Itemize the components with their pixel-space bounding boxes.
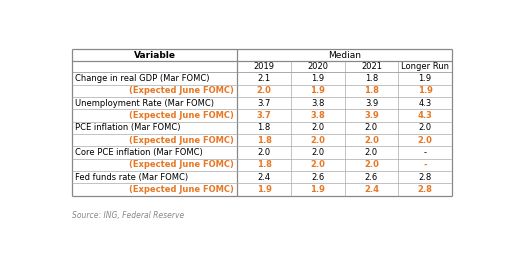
Text: 1.8: 1.8 [257,136,271,145]
Text: 3.7: 3.7 [257,111,271,120]
Text: 2.0: 2.0 [365,123,378,132]
Text: 2.6: 2.6 [311,173,324,182]
Text: Change in real GDP (Mar FOMC): Change in real GDP (Mar FOMC) [75,74,210,83]
Text: (Expected June FOMC): (Expected June FOMC) [129,160,234,170]
Text: -: - [423,160,427,170]
Text: 2.8: 2.8 [419,173,432,182]
Text: 2.0: 2.0 [258,148,271,157]
Text: 3.7: 3.7 [258,99,271,108]
Text: (Expected June FOMC): (Expected June FOMC) [129,136,234,145]
Text: 2.0: 2.0 [311,148,324,157]
Text: 1.9: 1.9 [310,185,325,194]
Text: (Expected June FOMC): (Expected June FOMC) [129,185,234,194]
Text: 3.8: 3.8 [311,99,324,108]
Text: 3.9: 3.9 [365,99,378,108]
Text: 3.9: 3.9 [364,111,379,120]
Text: 2.0: 2.0 [364,136,379,145]
Text: 1.9: 1.9 [417,86,433,95]
Text: 2020: 2020 [307,62,328,71]
Text: 2.0: 2.0 [311,123,324,132]
Text: 2.4: 2.4 [364,185,379,194]
Text: 2021: 2021 [361,62,382,71]
Text: Source: ING, Federal Reserve: Source: ING, Federal Reserve [72,211,184,220]
Text: 4.3: 4.3 [419,99,432,108]
Text: 1.8: 1.8 [258,123,271,132]
Text: Fed funds rate (Mar FOMC): Fed funds rate (Mar FOMC) [75,173,188,182]
Text: Longer Run: Longer Run [401,62,449,71]
Text: 1.9: 1.9 [311,74,324,83]
Text: 1.9: 1.9 [257,185,271,194]
Text: 2.0: 2.0 [417,136,433,145]
Text: 2019: 2019 [253,62,274,71]
Text: (Expected June FOMC): (Expected June FOMC) [129,111,234,120]
Text: Median: Median [328,51,361,60]
Text: 2.8: 2.8 [417,185,433,194]
Text: Variable: Variable [133,51,175,60]
Text: 2.0: 2.0 [419,123,432,132]
Text: 2.0: 2.0 [310,136,325,145]
Text: 2.1: 2.1 [258,74,271,83]
Text: (Expected June FOMC): (Expected June FOMC) [129,86,234,95]
Text: 2.4: 2.4 [258,173,271,182]
Text: 4.3: 4.3 [417,111,433,120]
Text: 1.9: 1.9 [419,74,432,83]
Text: 1.8: 1.8 [364,86,379,95]
Text: PCE inflation (Mar FOMC): PCE inflation (Mar FOMC) [75,123,180,132]
Text: Core PCE inflation (Mar FOMC): Core PCE inflation (Mar FOMC) [75,148,203,157]
Text: Unemployment Rate (Mar FOMC): Unemployment Rate (Mar FOMC) [75,99,214,108]
Text: 2.0: 2.0 [257,86,271,95]
Text: 1.8: 1.8 [365,74,378,83]
Text: 1.8: 1.8 [257,160,271,170]
Text: 3.8: 3.8 [310,111,325,120]
Text: 2.6: 2.6 [365,173,378,182]
Text: 1.9: 1.9 [310,86,325,95]
Text: 2.0: 2.0 [365,148,378,157]
Text: 2.0: 2.0 [364,160,379,170]
Text: -: - [424,148,427,157]
Text: 2.0: 2.0 [310,160,325,170]
